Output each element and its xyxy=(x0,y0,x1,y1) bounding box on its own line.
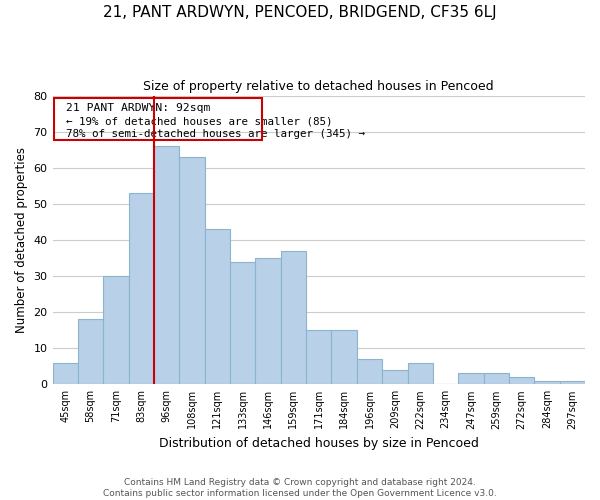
Bar xyxy=(78,320,103,384)
Bar xyxy=(458,374,484,384)
Bar xyxy=(534,380,560,384)
Bar xyxy=(382,370,407,384)
Bar xyxy=(509,377,534,384)
Bar xyxy=(306,330,331,384)
Bar xyxy=(407,362,433,384)
Text: 78% of semi-detached houses are larger (345) →: 78% of semi-detached houses are larger (… xyxy=(67,129,365,139)
Text: ← 19% of detached houses are smaller (85): ← 19% of detached houses are smaller (85… xyxy=(67,116,333,126)
Bar xyxy=(357,359,382,384)
X-axis label: Distribution of detached houses by size in Pencoed: Distribution of detached houses by size … xyxy=(159,437,479,450)
Bar xyxy=(205,229,230,384)
Bar xyxy=(484,374,509,384)
Bar xyxy=(560,380,585,384)
Bar xyxy=(154,146,179,384)
Title: Size of property relative to detached houses in Pencoed: Size of property relative to detached ho… xyxy=(143,80,494,93)
Y-axis label: Number of detached properties: Number of detached properties xyxy=(15,147,28,333)
Bar xyxy=(128,193,154,384)
Text: 21, PANT ARDWYN, PENCOED, BRIDGEND, CF35 6LJ: 21, PANT ARDWYN, PENCOED, BRIDGEND, CF35… xyxy=(103,5,497,20)
Bar xyxy=(53,362,78,384)
Bar xyxy=(256,258,281,384)
Text: 21 PANT ARDWYN: 92sqm: 21 PANT ARDWYN: 92sqm xyxy=(67,104,211,114)
Bar xyxy=(281,251,306,384)
Bar xyxy=(331,330,357,384)
Bar xyxy=(103,276,128,384)
Bar xyxy=(179,157,205,384)
Text: Contains HM Land Registry data © Crown copyright and database right 2024.
Contai: Contains HM Land Registry data © Crown c… xyxy=(103,478,497,498)
Bar xyxy=(230,262,256,384)
